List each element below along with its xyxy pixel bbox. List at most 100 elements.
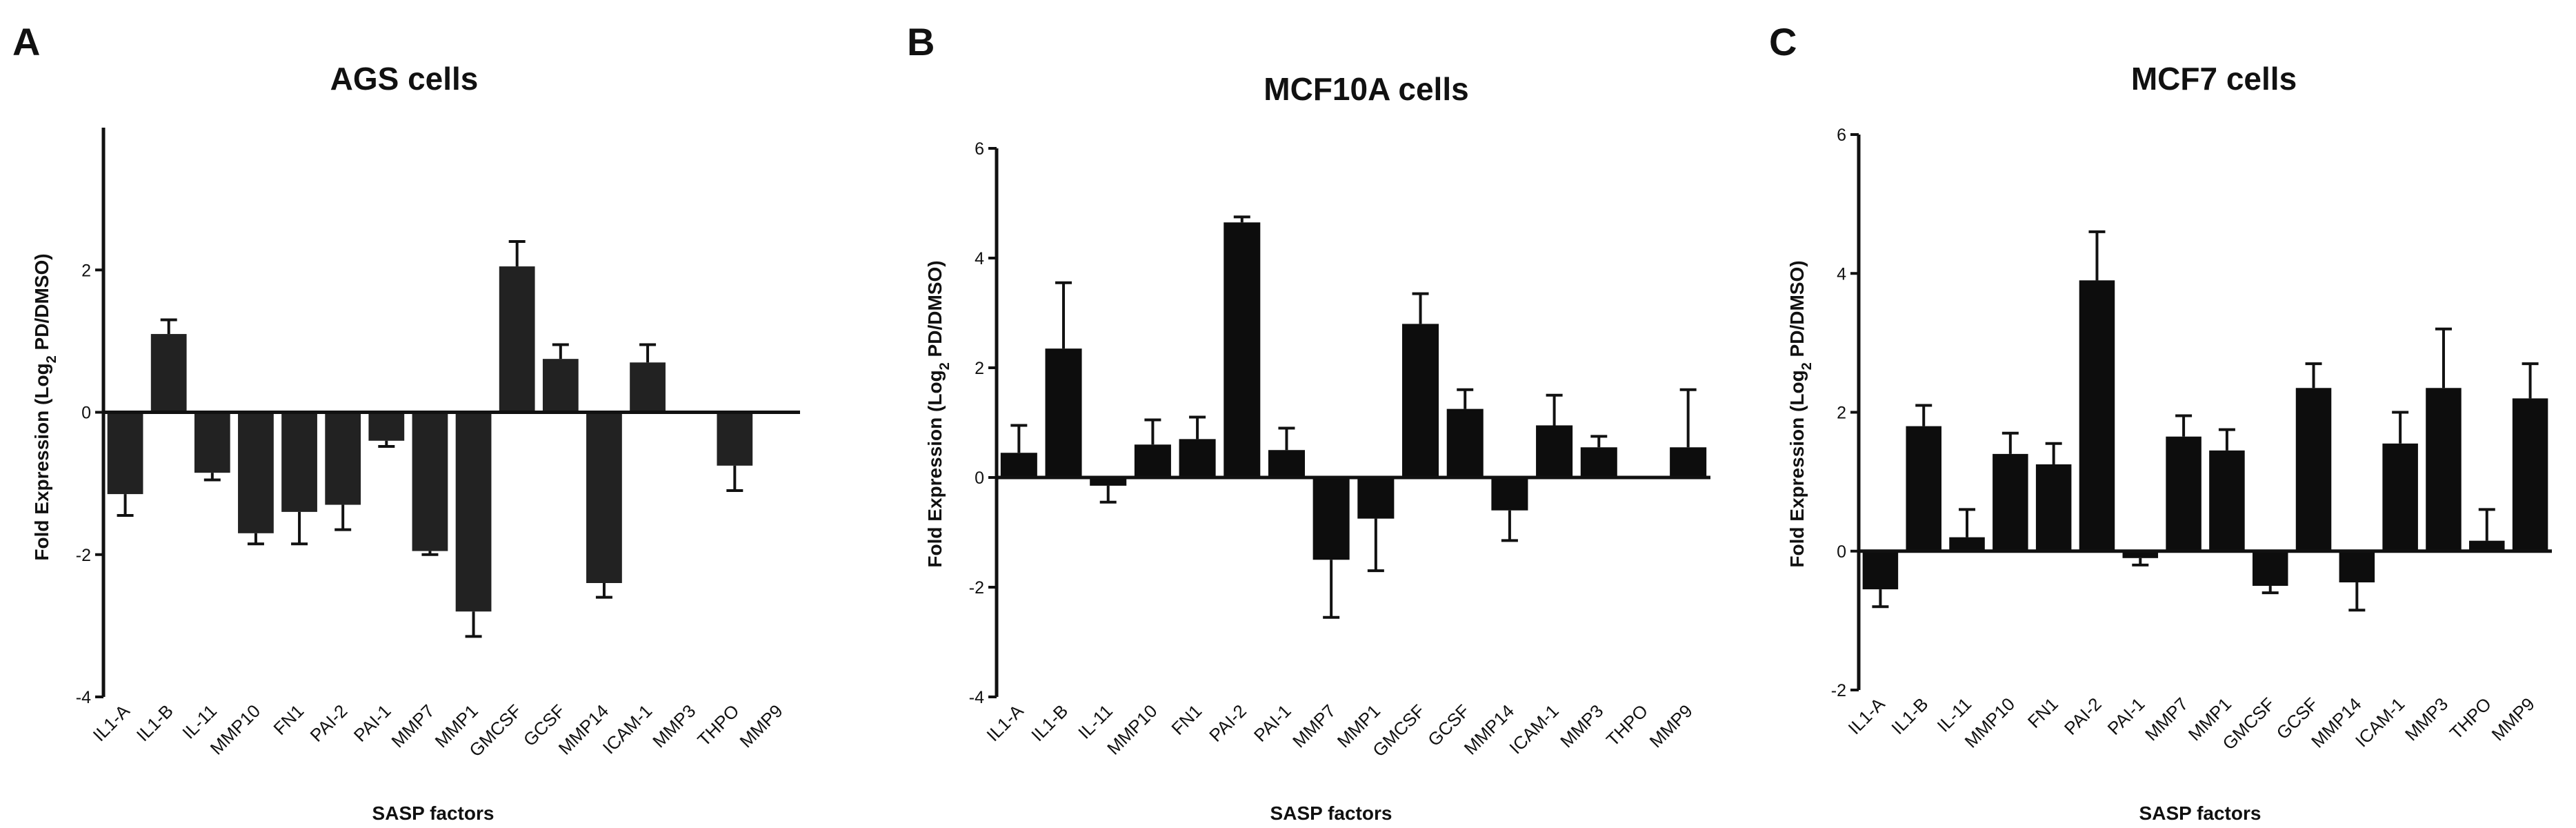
bar-il1-a: [1862, 551, 1899, 590]
x-tick-label: MMP7: [387, 700, 438, 751]
x-tick-label: ICAM-1: [599, 700, 657, 758]
y-tick-label: 0: [975, 469, 984, 488]
bar-mmp1: [2209, 450, 2245, 551]
panel-b-group: B MCF10A cells SASP factors Fold Express…: [907, 20, 1710, 824]
panel-b-title: MCF10A cells: [1264, 71, 1468, 107]
bar-mmp10: [1134, 444, 1171, 477]
x-tick-label: PAI-2: [2060, 693, 2106, 739]
x-tick-label: THPO: [2446, 693, 2495, 743]
panel-a-group: A AGS cells SASP factors Fold Expression…: [12, 20, 800, 824]
panel-c-ylabel-tail: PD/DMSO): [1786, 260, 1808, 362]
bar-thpo: [2469, 540, 2505, 551]
bar-fn1: [281, 412, 317, 512]
panel-c-ylabel-main: Fold Expression (Log: [1786, 370, 1808, 567]
x-tick-label: FN1: [1167, 700, 1206, 739]
bar-mmp7: [412, 412, 448, 551]
panel-b-ylabel-tail: PD/DMSO): [924, 260, 946, 362]
bar-mmp9: [2512, 398, 2548, 551]
bar-gcsf: [542, 359, 579, 413]
bar-mmp1: [455, 412, 492, 612]
panel-a-ylabel-main: Fold Expression (Log: [31, 363, 52, 560]
y-tick-label: 4: [1837, 264, 1846, 284]
y-tick-label: -2: [1831, 681, 1846, 700]
y-tick-label: 6: [975, 139, 984, 159]
panel-a-xlabel: SASP factors: [372, 802, 495, 824]
bar-gcsf: [1446, 408, 1484, 477]
x-tick-label: IL1-A: [1844, 693, 1889, 739]
bar-il1-b: [1045, 348, 1082, 477]
bar-mmp7: [1312, 477, 1350, 560]
y-tick-label: -2: [76, 546, 91, 565]
bar-mmp3: [2426, 388, 2462, 551]
panel-a-ylabel-sub: 2: [44, 355, 59, 363]
bar-mmp10: [1993, 453, 2028, 551]
bar-il-11: [1090, 477, 1127, 486]
bar-mmp14: [1491, 477, 1528, 511]
y-tick-label: 2: [975, 359, 984, 378]
panel-c-xlabel: SASP factors: [2139, 802, 2262, 824]
x-tick-label: MMP9: [735, 700, 786, 751]
x-tick-label: PAI-2: [1205, 700, 1250, 746]
bar-pai-1: [368, 412, 405, 441]
x-tick-label: IL1-B: [1027, 700, 1072, 745]
y-tick-label: -2: [969, 578, 984, 598]
panel-c-group: C MCF7 cells SASP factors Fold Expressio…: [1769, 20, 2552, 824]
y-tick-label: 2: [1837, 404, 1846, 423]
x-tick-label: PAI-1: [1250, 700, 1295, 746]
x-tick-label: ICAM-1: [2351, 693, 2409, 751]
bar-pai-1: [1268, 450, 1305, 477]
panel-b-ylabel-sub: 2: [937, 362, 952, 370]
bar-fn1: [1179, 439, 1216, 477]
bar-il1-a: [107, 412, 143, 495]
x-tick-label: MMP3: [1556, 700, 1607, 751]
bar-icam-1: [1536, 425, 1573, 477]
x-tick-label: ICAM-1: [1505, 700, 1563, 758]
x-tick-label: THPO: [1602, 700, 1652, 750]
x-tick-label: IL1-B: [132, 700, 177, 745]
x-tick-label: MMP14: [1460, 700, 1519, 759]
bar-mmp9: [1670, 447, 1707, 477]
panel-b-xlabel: SASP factors: [1270, 802, 1392, 824]
bar-pai-2: [325, 412, 361, 505]
bar-pai-1: [2122, 551, 2159, 558]
panel-a-letter: A: [12, 20, 40, 63]
x-tick-label: MMP9: [2488, 693, 2539, 745]
x-tick-label: PAI-1: [350, 700, 395, 746]
x-tick-label: MMP7: [2141, 693, 2192, 745]
x-tick-label: IL1-A: [982, 700, 1028, 746]
y-tick-label: 0: [81, 404, 91, 423]
bar-icam-1: [630, 362, 666, 413]
bar-mmp1: [1357, 477, 1395, 519]
bar-thpo: [717, 412, 753, 466]
panel-c-ylabel: Fold Expression (Log2 PD/DMSO): [1786, 260, 1815, 567]
x-tick-label: MMP9: [1646, 700, 1697, 751]
x-tick-label: PAI-2: [306, 700, 352, 746]
bar-fn1: [2035, 464, 2072, 551]
panel-a-title: AGS cells: [330, 61, 479, 97]
panel-c-title: MCF7 cells: [2131, 61, 2297, 97]
bar-mmp7: [2166, 436, 2201, 551]
bar-pai-2: [2079, 280, 2115, 551]
y-tick-label: 0: [1837, 542, 1846, 562]
bar-gcsf: [2295, 388, 2332, 551]
panel-a-ylabel: Fold Expression (Log2 PD/DMSO): [31, 253, 59, 560]
bar-il1-b: [1906, 426, 1941, 551]
x-tick-label: FN1: [2024, 693, 2062, 732]
bar-il1-a: [1000, 453, 1037, 477]
panel-b-ylabel: Fold Expression (Log2 PD/DMSO): [924, 260, 952, 567]
panel-c-letter: C: [1769, 20, 1797, 63]
y-tick-label: -4: [76, 688, 91, 707]
panel-c-ylabel-sub: 2: [1799, 362, 1815, 370]
x-tick-label: MMP10: [1103, 700, 1161, 759]
bar-mmp14: [2339, 551, 2375, 583]
bar-il1-b: [150, 334, 187, 413]
panel-b-letter: B: [907, 20, 935, 63]
bar-il-11: [1949, 537, 1985, 551]
x-tick-label: IL1-B: [1887, 693, 1932, 738]
y-tick-label: 4: [975, 249, 984, 268]
bar-gmcsf: [2252, 551, 2288, 586]
